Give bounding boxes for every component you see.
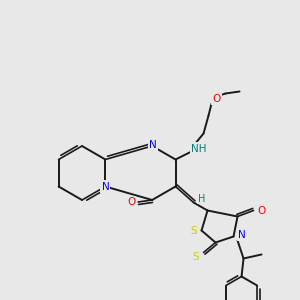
Text: S: S xyxy=(192,251,199,262)
Text: N: N xyxy=(149,140,157,150)
Text: O: O xyxy=(127,197,135,207)
Text: O: O xyxy=(257,206,266,215)
Text: N: N xyxy=(238,230,245,239)
Text: H: H xyxy=(198,194,205,203)
Text: S: S xyxy=(190,226,197,236)
Text: N: N xyxy=(101,182,109,191)
Text: O: O xyxy=(212,94,221,103)
Text: NH: NH xyxy=(191,143,206,154)
